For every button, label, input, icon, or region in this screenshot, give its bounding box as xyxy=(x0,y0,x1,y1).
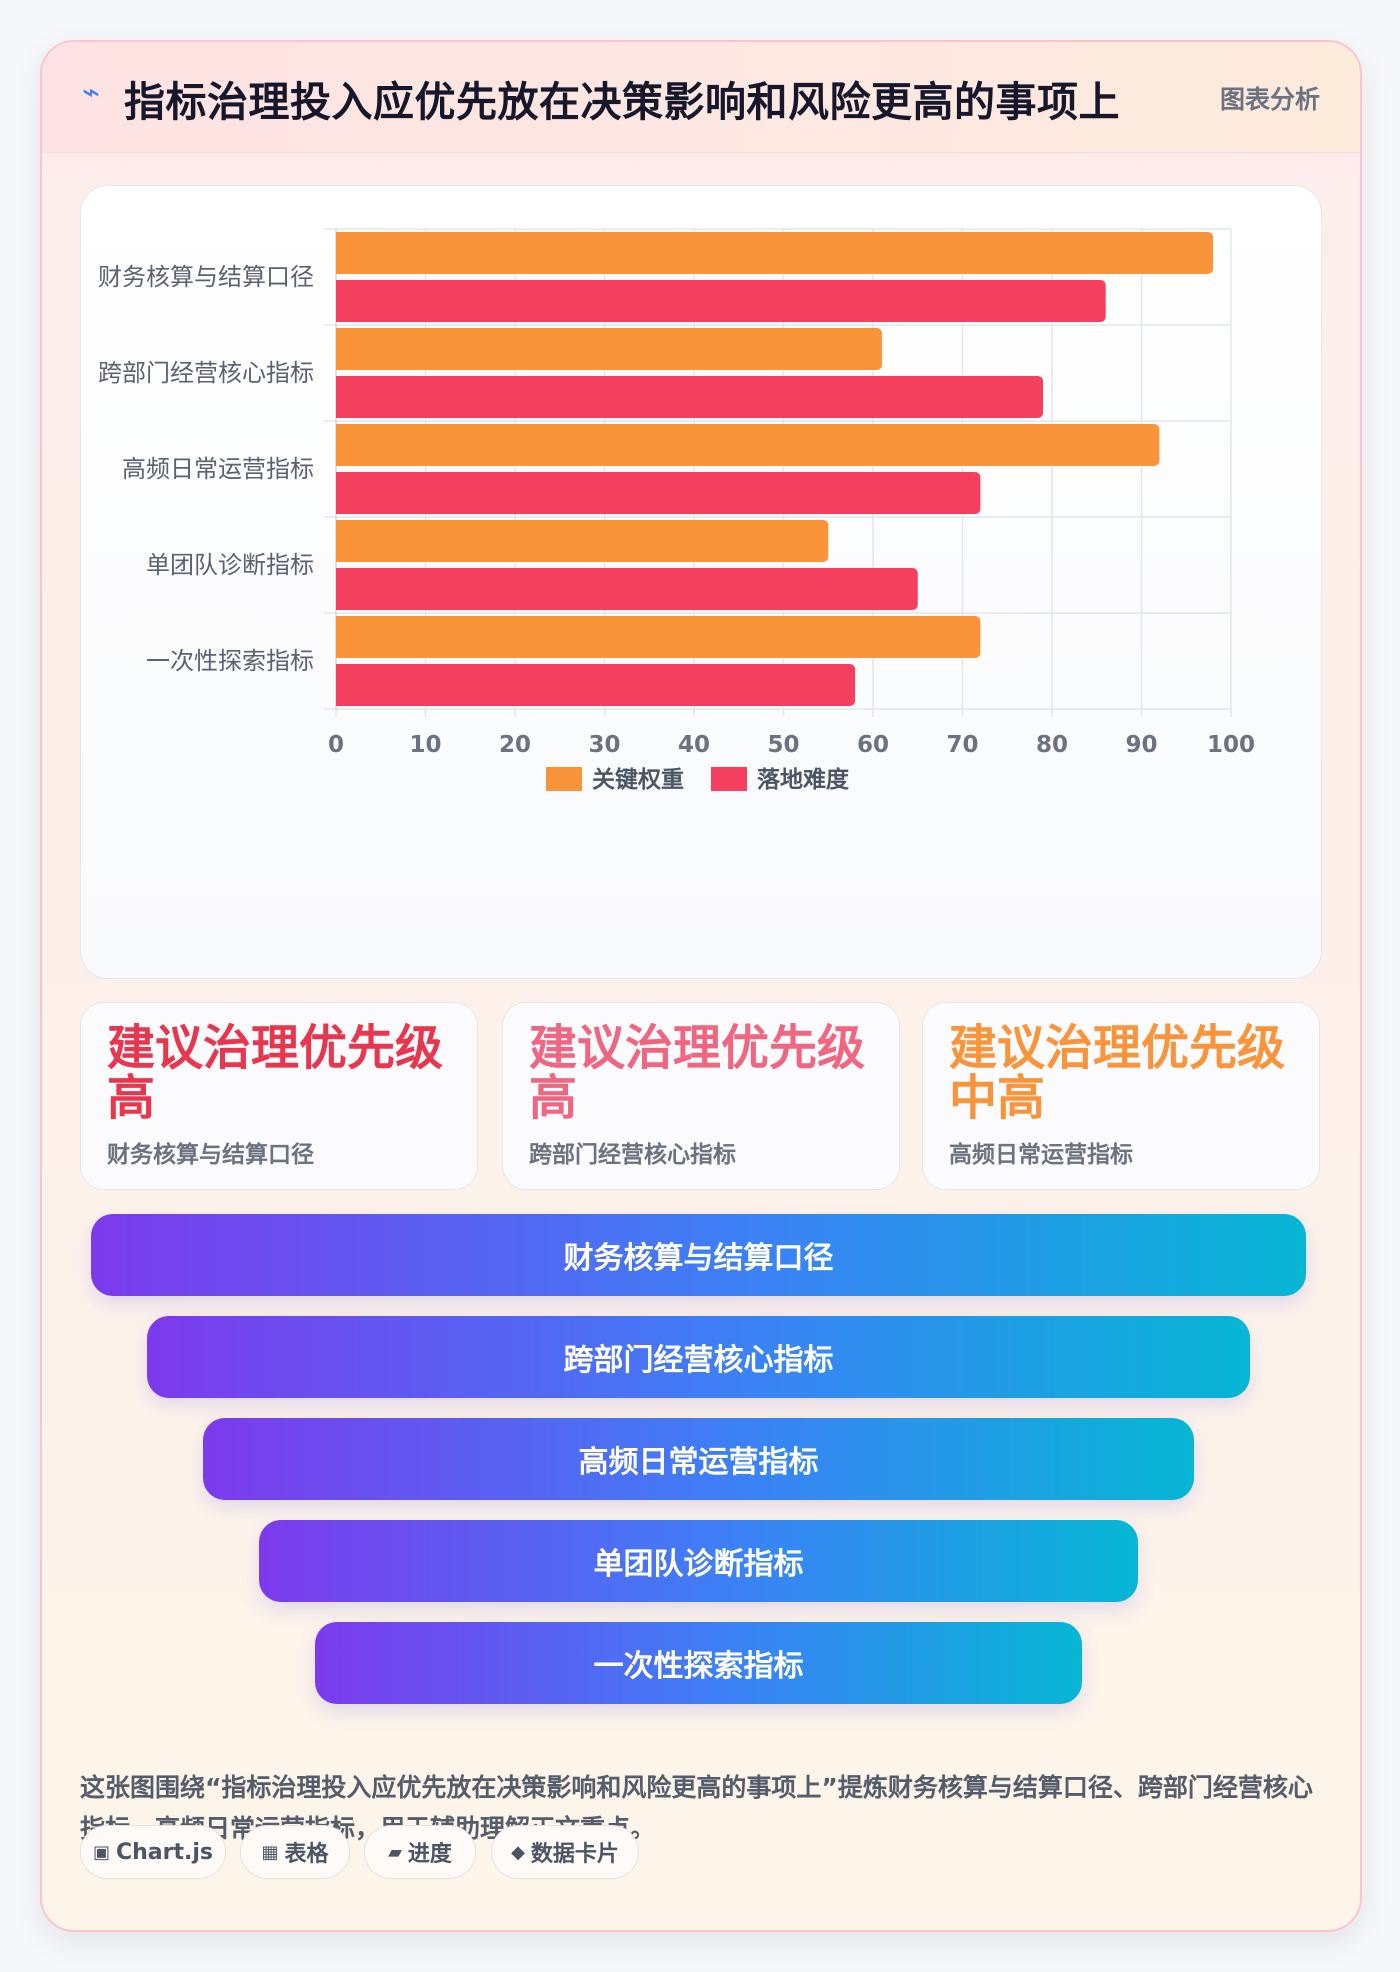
bar-difficulty xyxy=(336,664,856,706)
funnel-step-1: 财务核算与结算口径 xyxy=(91,1214,1306,1296)
tag-progress[interactable]: ▰ 进度 xyxy=(364,1825,476,1879)
infographic-card: ⌁ 指标治理投入应优先放在决策影响和风险更高的事项上 图表分析 0 10 20 30 4… xyxy=(40,40,1362,1932)
chart-icon: ▣ xyxy=(92,1841,110,1863)
summary-priority: 建议治理优先级高 xyxy=(529,1020,866,1126)
bar-difficulty xyxy=(336,568,918,610)
bar-chart: 0 10 20 30 40 50 60 70 80 90 100 财务核算与结算口径跨部门经营核心指标… xyxy=(98,228,1255,793)
bar-difficulty xyxy=(336,280,1106,322)
tag-data-card[interactable]: ◆ 数据卡片 xyxy=(491,1825,639,1879)
x-tick-label: 30 xyxy=(588,732,620,758)
x-tick-label: 60 xyxy=(857,732,889,758)
tag-label: 表格 xyxy=(284,1842,329,1867)
y-tick-label: 单团队诊断指标 xyxy=(146,551,314,579)
x-tick-label: 40 xyxy=(678,732,710,758)
legend-label: 落地难度 xyxy=(757,766,850,793)
y-tick-label: 高频日常运营指标 xyxy=(122,455,314,483)
lightning-icon: ⌁ xyxy=(82,75,101,110)
summary-priority: 建议治理优先级中高 xyxy=(949,1020,1286,1126)
page-title: 指标治理投入应优先放在决策影响和风险更高的事项上 xyxy=(124,78,1120,126)
chart-panel: 0 10 20 30 40 50 60 70 80 90 100 财务核算与结算口径 跨部门经营核心指标… xyxy=(80,185,1322,979)
x-tick-label: 70 xyxy=(946,732,978,758)
summary-priority: 建议治理优先级高 xyxy=(107,1020,444,1126)
tag-label: Chart.js xyxy=(116,1839,214,1865)
x-tick-label: 100 xyxy=(1207,732,1255,758)
x-tick-label: 50 xyxy=(767,732,799,758)
bar-difficulty xyxy=(336,376,1044,418)
x-tick-label: 80 xyxy=(1036,732,1068,758)
legend-swatch xyxy=(546,767,582,791)
bar-key-weight xyxy=(336,232,1214,274)
summary-card-3: 建议治理优先级中高 高频日常运营指标 xyxy=(922,1002,1320,1190)
funnel-step-4: 单团队诊断指标 xyxy=(259,1520,1138,1602)
funnel-step-2: 跨部门经营核心指标 xyxy=(147,1316,1250,1398)
tag-label: 数据卡片 xyxy=(530,1842,619,1867)
legend-label: 关键权重 xyxy=(592,766,684,793)
header-tag: 图表分析 xyxy=(1219,85,1320,114)
x-tick-label: 20 xyxy=(499,732,531,758)
progress-icon: ▰ xyxy=(388,1841,402,1863)
header: ⌁ 指标治理投入应优先放在决策影响和风险更高的事项上 图表分析 xyxy=(42,42,1360,153)
summary-item: 高频日常运营指标 xyxy=(949,1142,1133,1168)
tag-label: 进度 xyxy=(407,1842,452,1867)
legend-swatch xyxy=(711,767,747,791)
bar-key-weight xyxy=(336,520,829,562)
bar-key-weight xyxy=(336,616,981,658)
summary-card-1: 建议治理优先级高 财务核算与结算口径 xyxy=(80,1002,478,1190)
bar-key-weight xyxy=(336,424,1160,466)
x-tick-label: 90 xyxy=(1125,732,1157,758)
summary-item: 跨部门经营核心指标 xyxy=(529,1142,736,1168)
funnel-step-3: 高频日常运营指标 xyxy=(203,1418,1194,1500)
funnel-step-5: 一次性探索指标 xyxy=(315,1622,1082,1704)
x-tick-label: 10 xyxy=(409,732,441,758)
x-tick-label: 0 xyxy=(328,732,344,758)
diamond-icon: ◆ xyxy=(511,1841,525,1863)
y-tick-label: 跨部门经营核心指标 xyxy=(98,359,314,387)
table-icon: ▦ xyxy=(261,1841,279,1863)
bar-difficulty xyxy=(336,472,981,514)
y-tick-label: 财务核算与结算口径 xyxy=(98,263,314,291)
tag-chartjs[interactable]: ▣ Chart.js xyxy=(80,1825,226,1879)
y-tick-label: 一次性探索指标 xyxy=(146,647,314,675)
summary-card-2: 建议治理优先级高 跨部门经营核心指标 xyxy=(502,1002,900,1190)
tag-table[interactable]: ▦ 表格 xyxy=(240,1825,350,1879)
summary-item: 财务核算与结算口径 xyxy=(107,1142,314,1168)
bar-key-weight xyxy=(336,328,882,370)
